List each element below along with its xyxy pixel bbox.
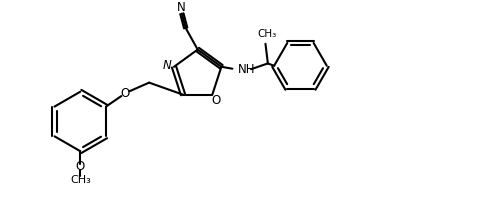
- Text: O: O: [75, 160, 85, 173]
- Text: NH: NH: [238, 63, 255, 76]
- Text: N: N: [163, 59, 172, 72]
- Text: O: O: [211, 94, 221, 107]
- Text: CH₃: CH₃: [257, 29, 277, 39]
- Text: CH₃: CH₃: [70, 175, 91, 185]
- Text: O: O: [121, 87, 130, 100]
- Text: N: N: [177, 1, 186, 14]
